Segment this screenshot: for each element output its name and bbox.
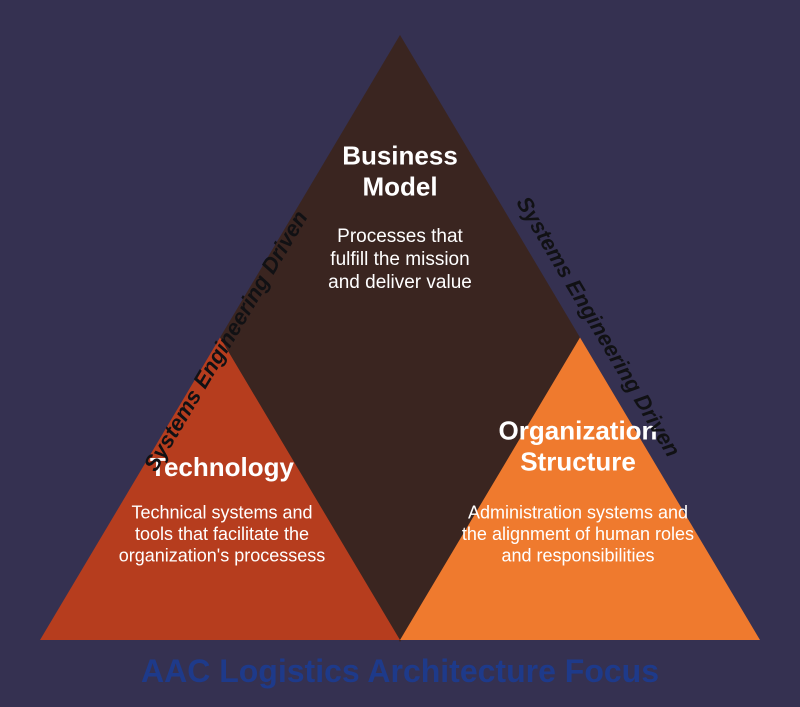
segment-left-description: Technical systems andtools that facilita… [119,502,326,565]
segment-right-title: OrganizationStructure [499,415,658,476]
segment-top-description: Processes thatfulfill the missionand del… [328,226,472,293]
triangle-diagram: BusinessModelProcesses thatfulfill the m… [0,0,800,707]
segment-left-title: Technology [150,452,295,482]
bottom-label: AAC Logistics Architecture Focus [141,653,659,689]
